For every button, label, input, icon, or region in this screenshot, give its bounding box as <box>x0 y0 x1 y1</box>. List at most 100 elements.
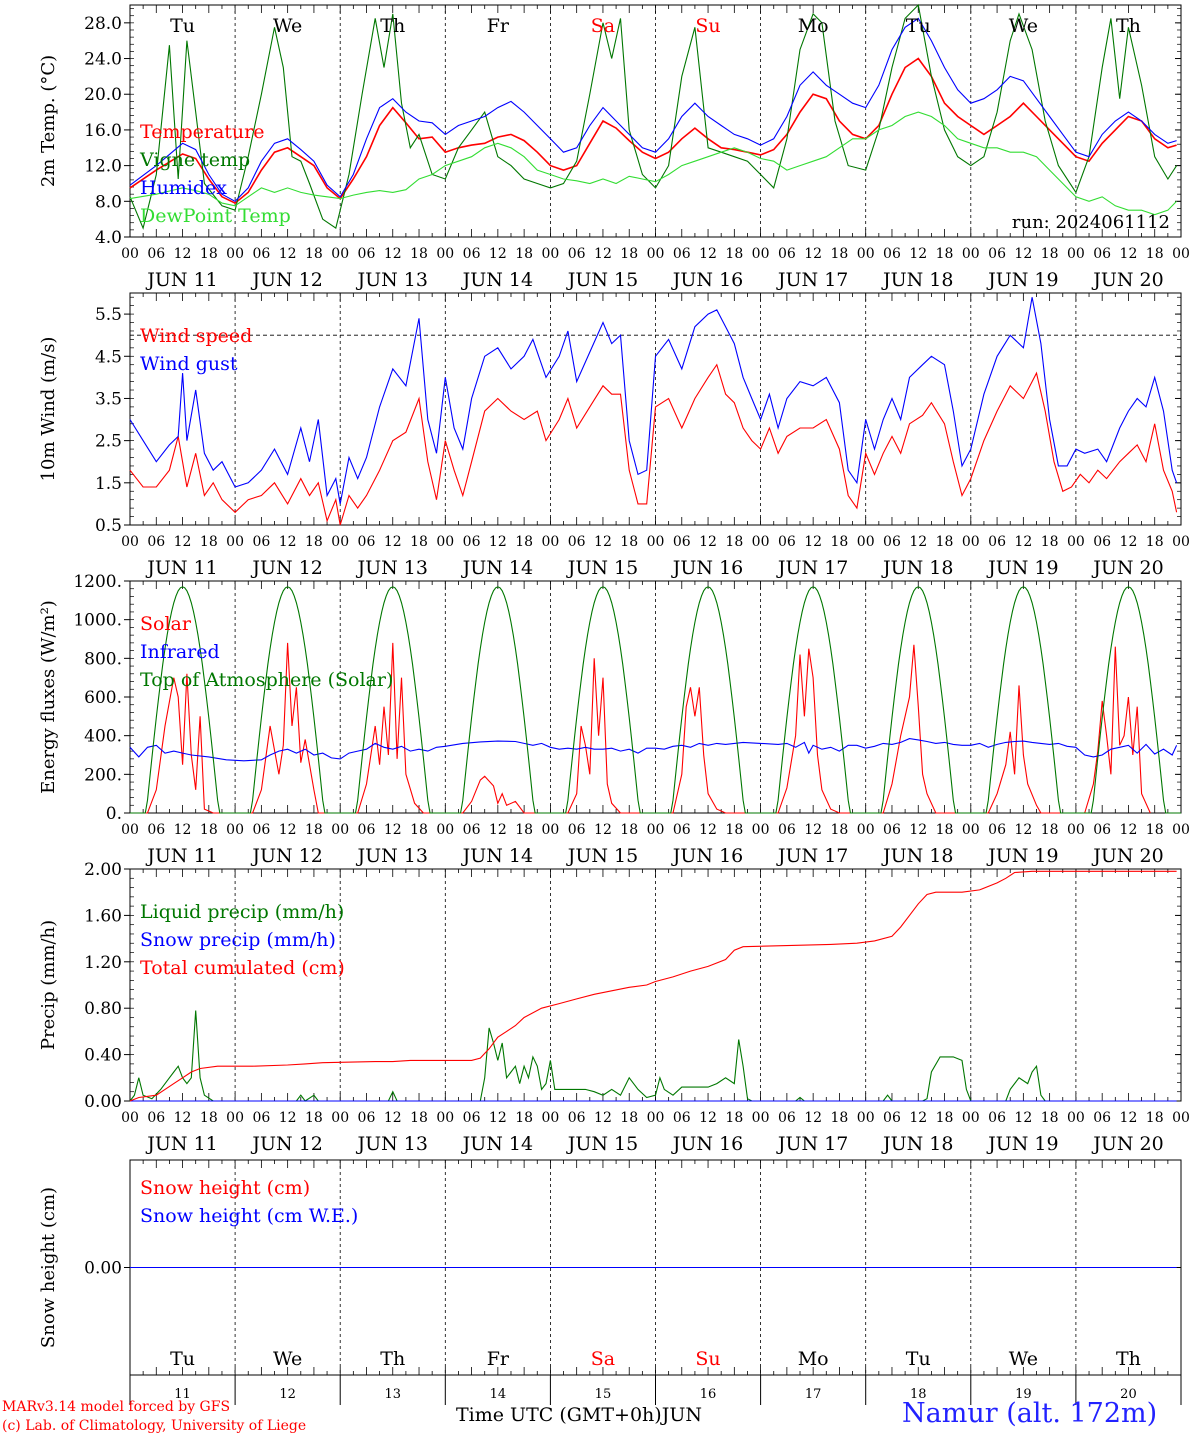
legend-entry: Humidex <box>140 177 227 199</box>
hour-tick-label: 00 <box>647 822 665 838</box>
hour-tick-label: 06 <box>358 1110 376 1126</box>
hour-tick-label: 06 <box>673 534 691 550</box>
hour-tick-label: 06 <box>778 822 796 838</box>
hour-tick-label: 06 <box>988 534 1006 550</box>
hour-tick-label: 18 <box>620 534 638 550</box>
hour-tick-label: 12 <box>489 246 507 262</box>
hour-tick-label: 06 <box>358 534 376 550</box>
hour-tick-label: 00 <box>331 1110 349 1126</box>
hour-tick-label: 00 <box>436 534 454 550</box>
series-line-wind-speed <box>129 363 1178 526</box>
hour-tick-label: 12 <box>384 822 402 838</box>
hour-tick-label: 06 <box>568 246 586 262</box>
y-tick-label: 24.0 <box>84 50 122 70</box>
weekday-label: Sa <box>591 1348 615 1370</box>
hour-tick-label: 00 <box>436 1110 454 1126</box>
legend-entry: Snow precip (mm/h) <box>140 929 336 951</box>
weekday-label: Fr <box>487 15 510 37</box>
date-label: JUN 18 <box>881 845 953 867</box>
date-label: JUN 18 <box>881 557 953 579</box>
hour-tick-label: 18 <box>831 246 849 262</box>
hour-tick-label: 06 <box>778 1110 796 1126</box>
hour-tick-label: 06 <box>988 246 1006 262</box>
y-tick-label: 800. <box>84 649 122 669</box>
legend-entry: Snow height (cm) <box>140 1177 310 1199</box>
y-axis-label: 10m Wind (m/s) <box>38 337 59 482</box>
hour-tick-label: 18 <box>305 1110 323 1126</box>
y-tick-label: 1.5 <box>95 474 122 494</box>
hour-tick-label: 12 <box>1014 1110 1032 1126</box>
y-tick-label: 0.00 <box>84 1259 122 1279</box>
copyright-line: (c) Lab. of Climatology, University of L… <box>2 1418 307 1434</box>
hour-tick-label: 18 <box>200 246 218 262</box>
hour-tick-label: 12 <box>174 1110 192 1126</box>
day-number-label: 13 <box>384 1387 401 1402</box>
hour-tick-label: 12 <box>699 246 717 262</box>
date-label: JUN 20 <box>1091 1133 1163 1155</box>
y-tick-label: 4.5 <box>95 347 122 367</box>
date-label: JUN 17 <box>776 845 848 867</box>
date-label: JUN 14 <box>461 269 533 291</box>
date-label: JUN 19 <box>986 557 1058 579</box>
y-tick-label: 0.5 <box>95 516 122 536</box>
day-number-label: 18 <box>910 1387 927 1402</box>
series-line-total-cumulated-cm- <box>129 870 1177 1102</box>
y-tick-label: 0.80 <box>84 999 122 1019</box>
hour-tick-label: 00 <box>962 534 980 550</box>
model-line: MARv3.14 model forced by GFS <box>2 1399 231 1415</box>
hour-tick-label: 12 <box>1014 822 1032 838</box>
series-line-temperature <box>129 57 1177 205</box>
date-label: JUN 12 <box>250 269 322 291</box>
hour-tick-label: 00 <box>857 1110 875 1126</box>
date-label: JUN 18 <box>881 1133 953 1155</box>
weekday-label: We <box>1009 15 1038 37</box>
weekday-label: Sa <box>591 15 615 37</box>
y-tick-label: 0.00 <box>84 1092 122 1112</box>
weekday-label: Tu <box>170 15 195 37</box>
hour-tick-label: 00 <box>436 246 454 262</box>
hour-tick-label: 18 <box>831 534 849 550</box>
hour-tick-label: 18 <box>1146 246 1164 262</box>
y-tick-label: 0. <box>106 804 122 824</box>
date-label: JUN 16 <box>671 557 743 579</box>
weekday-label: Tu <box>906 15 931 37</box>
date-label: JUN 17 <box>776 557 848 579</box>
date-label: JUN 19 <box>986 269 1058 291</box>
hour-tick-label: 00 <box>857 534 875 550</box>
hour-tick-label: 12 <box>909 534 927 550</box>
hour-tick-label: 12 <box>384 1110 402 1126</box>
hour-tick-label: 00 <box>121 822 139 838</box>
hour-tick-label: 00 <box>1067 1110 1085 1126</box>
series-line-vigne-temp <box>129 3 1178 230</box>
hour-tick-label: 06 <box>252 246 270 262</box>
date-label: JUN 16 <box>671 1133 743 1155</box>
hour-tick-label: 18 <box>1041 246 1059 262</box>
y-tick-label: 20.0 <box>84 85 122 105</box>
time-axis-label: Time UTC (GMT+0h)JUN <box>456 1404 702 1426</box>
weekday-label: Tu <box>170 1348 195 1370</box>
date-label: JUN 15 <box>566 557 638 579</box>
hour-tick-label: 06 <box>358 822 376 838</box>
model-credit: MARv3.14 model forced by GFS (c) Lab. of… <box>2 1398 306 1436</box>
hour-tick-label: 00 <box>331 246 349 262</box>
hour-tick-label: 00 <box>1067 534 1085 550</box>
hour-tick-label: 18 <box>620 1110 638 1126</box>
legend-entry: Snow height (cm W.E.) <box>140 1205 358 1227</box>
hour-tick-label: 06 <box>568 822 586 838</box>
y-tick-label: 0.40 <box>84 1046 122 1066</box>
hour-tick-label: 12 <box>594 246 612 262</box>
hour-tick-label: 18 <box>620 246 638 262</box>
legend-entry: Solar <box>140 613 192 635</box>
hour-tick-label: 18 <box>410 246 428 262</box>
weekday-label: Su <box>695 15 720 37</box>
hour-tick-label: 06 <box>883 246 901 262</box>
y-tick-label: 400. <box>84 727 122 747</box>
weekday-label: Th <box>1116 15 1141 37</box>
date-label: JUN 20 <box>1091 557 1163 579</box>
hour-tick-label: 18 <box>515 246 533 262</box>
hour-tick-label: 06 <box>883 822 901 838</box>
date-label: JUN 12 <box>250 1133 322 1155</box>
hour-tick-label: 12 <box>1014 534 1032 550</box>
weekday-label: Fr <box>487 1348 510 1370</box>
